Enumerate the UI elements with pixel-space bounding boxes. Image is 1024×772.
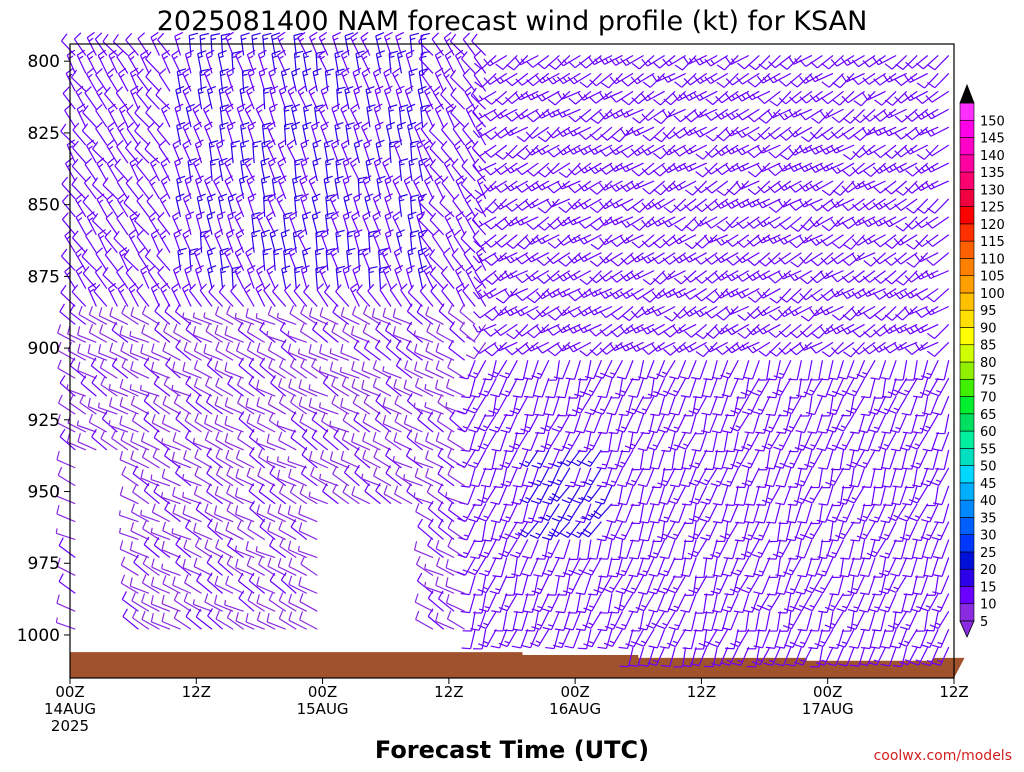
barb-feather bbox=[277, 421, 278, 426]
barb-feather bbox=[119, 510, 120, 515]
barb-feather bbox=[410, 38, 415, 39]
barb-feather bbox=[528, 518, 533, 519]
barb-feather bbox=[67, 433, 69, 442]
barb-feather bbox=[138, 33, 145, 39]
barb-feather bbox=[172, 385, 173, 390]
barb-feather bbox=[225, 600, 226, 605]
barb-feather bbox=[57, 595, 59, 604]
barb-feather bbox=[241, 38, 246, 39]
barb-feather bbox=[252, 38, 257, 39]
barb-feather bbox=[340, 367, 341, 372]
barb-feather bbox=[446, 38, 450, 41]
barb-feather bbox=[545, 397, 554, 398]
barb-feather bbox=[256, 546, 257, 551]
barb-feather bbox=[414, 456, 415, 461]
barb-feather bbox=[58, 467, 61, 475]
barb-feather bbox=[462, 648, 471, 649]
barb-feather bbox=[377, 38, 382, 40]
barb-feather bbox=[272, 38, 277, 40]
barb-feather bbox=[493, 487, 502, 488]
barb-feather bbox=[346, 38, 351, 40]
barb-feather bbox=[514, 522, 523, 523]
barb-feather bbox=[56, 618, 57, 623]
barb-feather bbox=[386, 38, 390, 40]
barb-feather bbox=[59, 538, 63, 546]
barb-feather bbox=[279, 38, 283, 41]
barb-feather bbox=[483, 469, 492, 470]
barb-feather bbox=[256, 313, 257, 318]
barb-feather bbox=[57, 451, 59, 460]
barb-feather bbox=[483, 379, 492, 380]
barb-feather bbox=[211, 38, 216, 39]
barb-feather bbox=[62, 177, 68, 184]
barb-feather bbox=[62, 34, 68, 41]
barb-feather bbox=[200, 38, 205, 39]
barb-feather bbox=[61, 124, 66, 131]
barb-feather bbox=[222, 38, 227, 39]
barb-feather bbox=[61, 249, 66, 256]
barb-feather bbox=[140, 385, 141, 390]
barb-feather bbox=[397, 38, 402, 40]
barb-feather bbox=[503, 504, 512, 505]
barb-feather bbox=[514, 379, 523, 380]
barb-feather bbox=[95, 33, 101, 39]
barb-feather bbox=[190, 38, 195, 39]
barb-feather bbox=[60, 375, 65, 383]
barb-feather bbox=[67, 384, 68, 389]
barb-feather bbox=[493, 468, 502, 469]
barb-feather bbox=[352, 38, 356, 41]
barb-feather bbox=[59, 395, 63, 403]
chart-title: 2025081400 NAM forecast wind profile (kt… bbox=[157, 6, 868, 37]
barb-feather bbox=[61, 285, 66, 292]
barb-feather bbox=[227, 38, 231, 41]
barb-feather bbox=[63, 87, 69, 94]
barb-feather bbox=[126, 33, 132, 40]
barb-feather bbox=[151, 475, 152, 480]
barb-feather bbox=[103, 34, 108, 41]
barb-feather bbox=[87, 32, 94, 37]
barb-feather bbox=[535, 433, 544, 434]
barb-feather bbox=[300, 38, 304, 41]
barb-feather bbox=[504, 451, 513, 452]
barb-feather bbox=[535, 451, 544, 452]
barb-feather bbox=[58, 360, 61, 368]
barb-feather bbox=[58, 324, 61, 333]
barb-feather bbox=[62, 195, 68, 202]
barb-feather bbox=[62, 213, 68, 220]
barb-feather bbox=[57, 505, 59, 514]
barb-feather bbox=[414, 492, 415, 497]
plot-area bbox=[70, 44, 954, 678]
barb-feather bbox=[153, 38, 157, 41]
barb-feather bbox=[176, 38, 181, 40]
barb-feather bbox=[56, 528, 57, 533]
barb-feather bbox=[89, 38, 93, 41]
barb-feather bbox=[60, 429, 65, 437]
barb-feather bbox=[556, 397, 565, 398]
barb-feather bbox=[172, 528, 173, 533]
barb-feather bbox=[60, 304, 65, 312]
barb-feather bbox=[74, 33, 81, 39]
barb-feather bbox=[504, 630, 513, 631]
barb-feather bbox=[130, 331, 131, 336]
barb-feather bbox=[414, 403, 415, 408]
barb-feather bbox=[321, 38, 325, 41]
barb-feather bbox=[311, 38, 315, 41]
barb-feather bbox=[267, 331, 268, 336]
barb-feather bbox=[330, 421, 331, 426]
barb-feather bbox=[421, 38, 426, 39]
barb-feather bbox=[363, 38, 367, 41]
barb-feather bbox=[504, 415, 513, 416]
barb-feather bbox=[98, 403, 99, 408]
barb-feather bbox=[334, 38, 339, 40]
barb-feather bbox=[113, 34, 118, 41]
barb-feather bbox=[263, 38, 268, 39]
barb-feather bbox=[59, 574, 63, 582]
